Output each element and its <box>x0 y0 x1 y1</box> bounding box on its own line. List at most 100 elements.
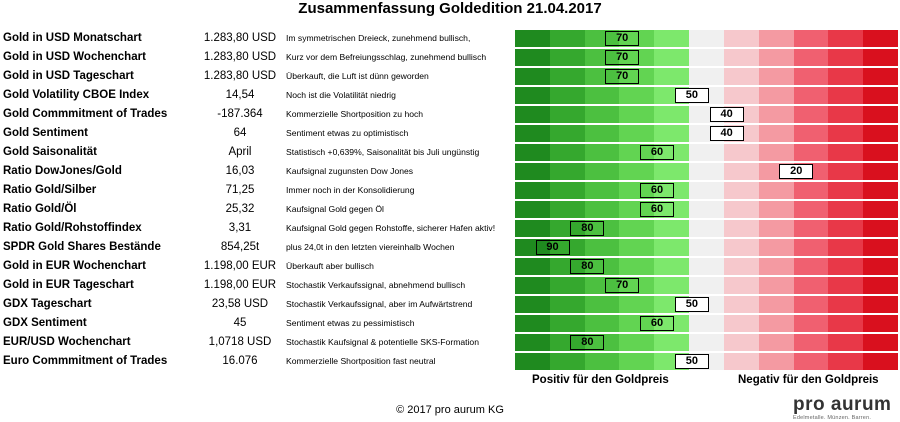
score-bar: 40 <box>515 125 899 142</box>
row-name: Ratio Gold/Öl <box>3 203 77 215</box>
table-row: Gold in USD Wochenchart 1.283,80 USD Kurz … <box>0 48 900 67</box>
row-comment: Kaufsignal Gold gegen Öl <box>286 204 384 214</box>
table-row: Gold in USD Monatschart 1.283,80 USD Im sy… <box>0 29 900 48</box>
score-bar-segment <box>828 106 864 123</box>
table-row: Ratio Gold/Öl 25,32 Kaufsignal Gold gegen … <box>0 200 900 219</box>
score-bar-segment <box>828 277 864 294</box>
score-bar-segment <box>515 87 551 104</box>
score-bar-segment <box>515 106 551 123</box>
score-bar-segment <box>654 125 690 142</box>
score-bar-segment <box>828 353 864 370</box>
score-bar-segment <box>689 334 725 351</box>
score-bar-segment <box>723 68 760 85</box>
score-bar-segment <box>654 334 690 351</box>
score-bar-segment <box>863 201 899 218</box>
score-bar-segment <box>793 49 829 66</box>
score-bar: 50 <box>515 353 899 370</box>
score-bar-segment <box>584 68 620 85</box>
score-marker: 70 <box>605 278 640 293</box>
score-bar-segment <box>828 315 864 332</box>
score-bar-segment <box>793 144 829 161</box>
score-bar-segment <box>584 353 620 370</box>
score-bar-segment <box>828 49 864 66</box>
score-bar-segment <box>828 201 864 218</box>
score-bar-segment <box>515 182 551 199</box>
score-bar-segment <box>549 144 586 161</box>
score-bar-segment <box>584 258 620 275</box>
score-bar-segment <box>549 334 586 351</box>
score-marker: 50 <box>674 354 709 369</box>
row-value: 71,25 <box>225 184 255 196</box>
score-bar-segment <box>549 296 586 313</box>
score-bar: 80 <box>515 334 899 351</box>
score-bar-segment <box>584 30 620 47</box>
score-bar-segment <box>723 334 760 351</box>
copyright: © 2017 pro aurum KG <box>396 404 504 416</box>
score-bar-segment <box>758 106 795 123</box>
score-bar-segment <box>793 125 829 142</box>
score-bar-segment <box>863 144 899 161</box>
score-bar: 70 <box>515 30 899 47</box>
row-comment: Stochastik Verkaufssignal, aber im Aufwä… <box>286 299 473 309</box>
logo-tagline: Edelmetalle. Münzen. Barren. <box>793 415 872 421</box>
score-bar-segment <box>549 87 586 104</box>
row-comment: Sentiment etwas zu pessimistisch <box>286 318 415 328</box>
pro-aurum-logo: pro aurum Edelmetalle. Münzen. Barren. <box>793 395 891 422</box>
score-bar-segment <box>549 315 586 332</box>
row-comment: Kaufsignal zugunsten Dow Jones <box>286 166 414 176</box>
score-bar-segment <box>758 30 795 47</box>
score-marker: 70 <box>605 31 640 46</box>
score-bar-segment <box>723 87 760 104</box>
score-bar-segment <box>654 163 690 180</box>
score-bar-segment <box>654 220 690 237</box>
score-bar-segment <box>515 201 551 218</box>
score-bar-segment <box>619 106 655 123</box>
score-marker: 20 <box>779 164 814 179</box>
row-name: Gold Sentiment <box>3 127 88 139</box>
score-bar-segment <box>863 30 899 47</box>
score-bar-segment <box>758 277 795 294</box>
score-bar-segment <box>758 125 795 142</box>
score-bar-segment <box>793 87 829 104</box>
row-name: Gold Volatility CBOE Index <box>3 89 150 101</box>
table-row: SPDR Gold Shares Bestände 854,25t plus 24,… <box>0 238 900 257</box>
table-row: Gold Saisonalität April Statistisch +0,639… <box>0 143 900 162</box>
row-comment: Immer noch in der Konsolidierung <box>286 185 415 195</box>
table-row: Gold Sentiment 64 Sentiment etwas zu optim… <box>0 124 900 143</box>
page-title: Zusammenfassung Goldedition 21.04.2017 <box>298 0 602 17</box>
row-value: 1.283,80 USD <box>203 32 277 44</box>
score-bar-segment <box>723 258 760 275</box>
score-bar-segment <box>758 239 795 256</box>
score-bar-segment <box>863 68 899 85</box>
score-marker: 70 <box>605 69 640 84</box>
score-bar-segment <box>515 30 551 47</box>
score-bar-segment <box>689 163 725 180</box>
score-bar-segment <box>584 239 620 256</box>
score-marker: 40 <box>709 107 744 122</box>
score-bar-segment <box>584 201 620 218</box>
row-name: EUR/USD Wochenchart <box>3 336 131 348</box>
row-name: Gold in EUR Wochenchart <box>3 260 146 272</box>
score-bar-segment <box>863 277 899 294</box>
score-bar-segment <box>689 182 725 199</box>
row-value: 854,25t <box>220 241 260 253</box>
score-bar-segment <box>654 182 690 199</box>
score-bar-segment <box>689 68 725 85</box>
score-bar-segment <box>793 315 829 332</box>
score-bar: 70 <box>515 49 899 66</box>
row-value: 1.198,00 EUR <box>203 279 277 291</box>
score-bar: 60 <box>515 144 899 161</box>
score-bar-segment <box>619 201 655 218</box>
row-name: Ratio DowJones/Gold <box>3 165 122 177</box>
score-bar-segment <box>758 220 795 237</box>
table-row: Gold Volatility CBOE Index 14,54 Noch ist … <box>0 86 900 105</box>
row-value: 16,03 <box>225 165 255 177</box>
row-name: GDX Tageschart <box>3 298 92 310</box>
score-bar-segment <box>549 220 586 237</box>
score-bar: 60 <box>515 182 899 199</box>
score-bar-segment <box>828 87 864 104</box>
score-bar-segment <box>863 220 899 237</box>
score-bar-segment <box>515 258 551 275</box>
score-bar-segment <box>689 30 725 47</box>
score-bar: 70 <box>515 68 899 85</box>
